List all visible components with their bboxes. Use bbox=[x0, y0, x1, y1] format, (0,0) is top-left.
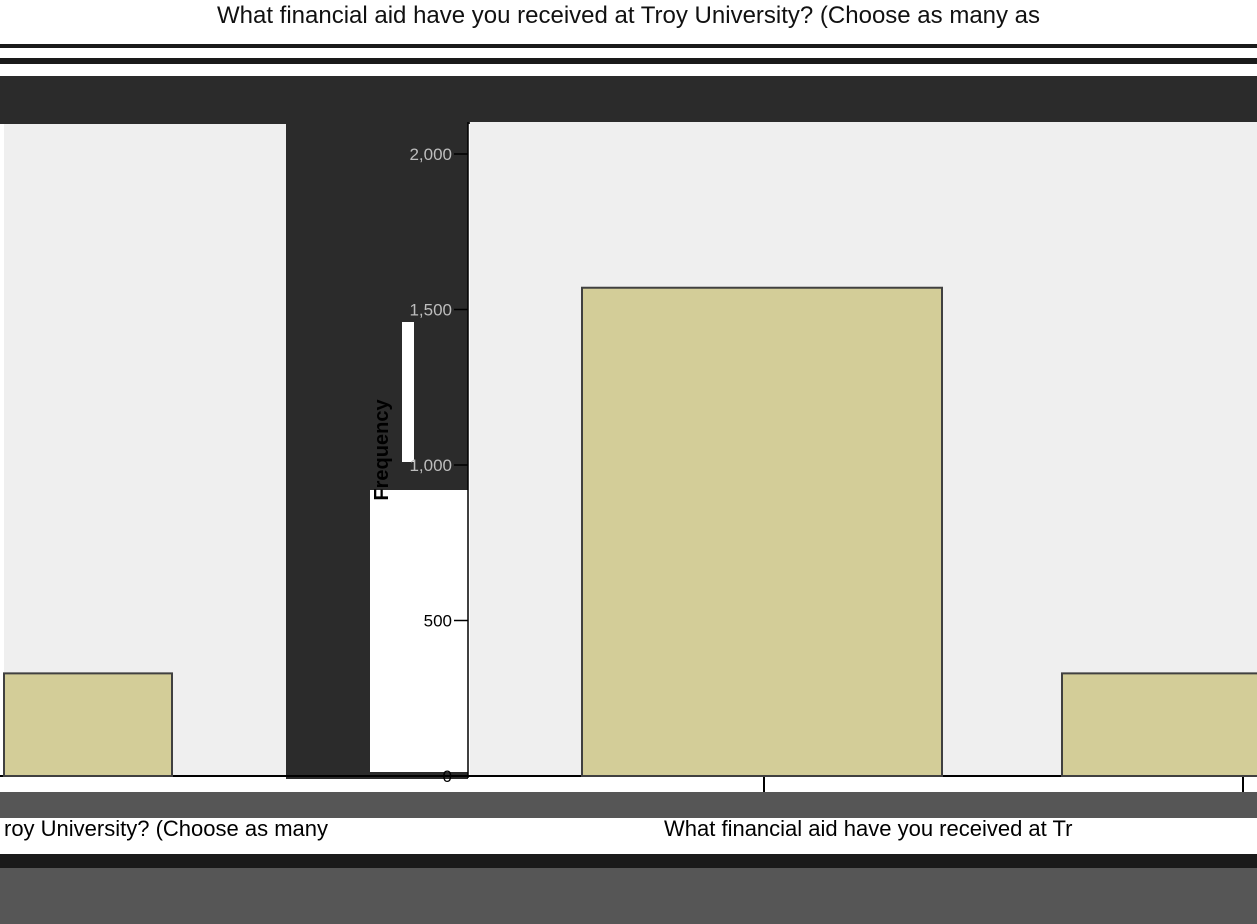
bar bbox=[3, 672, 173, 777]
y-axis-area bbox=[402, 322, 414, 462]
artifact-strip bbox=[0, 44, 1257, 48]
y-tick-label: 500 bbox=[424, 612, 452, 631]
x-axis-label-left: roy University? (Choose as many bbox=[4, 816, 328, 841]
y-tick-label: 1,500 bbox=[409, 301, 452, 320]
y-tick-label: 1,000 bbox=[409, 456, 452, 475]
bar bbox=[581, 286, 943, 777]
bottom-band bbox=[0, 868, 1257, 924]
left-plot-area bbox=[4, 124, 286, 776]
artifact-strip bbox=[0, 58, 1257, 64]
chart-title: What financial aid have you received at … bbox=[216, 2, 1041, 29]
y-tick-label: 2,000 bbox=[409, 145, 452, 164]
x-axis-label-right: What financial aid have you received at … bbox=[664, 816, 1072, 841]
bottom-band bbox=[0, 854, 1257, 868]
y-axis-area bbox=[370, 490, 468, 772]
top-dark-band bbox=[0, 76, 1257, 124]
y-tick-label: 0 bbox=[443, 767, 452, 786]
bottom-band bbox=[0, 792, 1257, 818]
bar bbox=[1061, 672, 1257, 777]
y-axis-label: Frequency bbox=[371, 399, 393, 501]
